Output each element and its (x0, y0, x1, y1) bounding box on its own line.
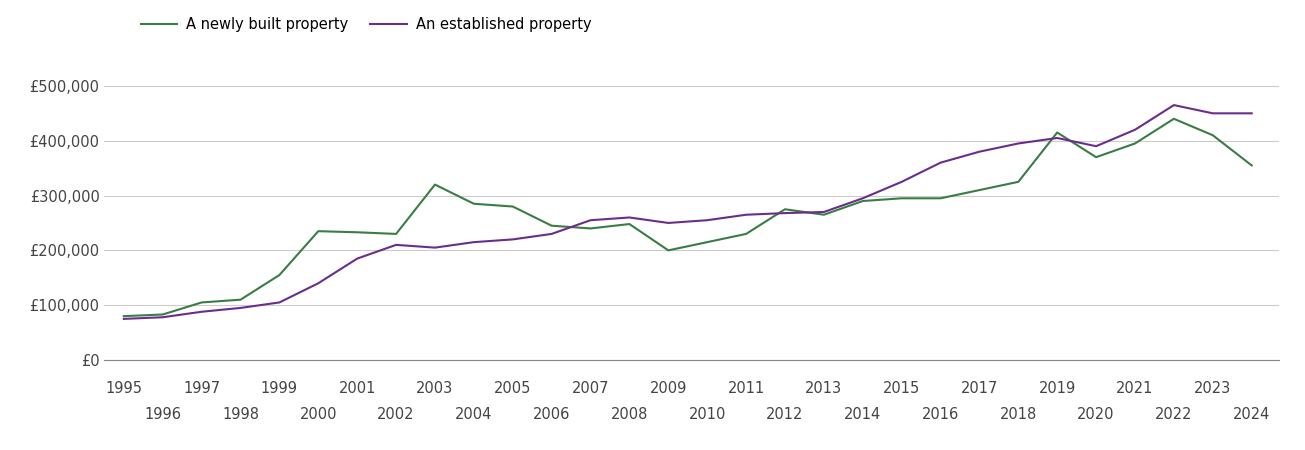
Legend: A newly built property, An established property: A newly built property, An established p… (136, 12, 596, 38)
A newly built property (660, 248, 676, 253)
A newly built property (1010, 179, 1026, 184)
Text: 2022: 2022 (1155, 407, 1193, 422)
A newly built property (350, 230, 365, 235)
Text: 2013: 2013 (805, 381, 843, 396)
Text: 2012: 2012 (766, 407, 804, 422)
A newly built property (1205, 133, 1220, 138)
Text: 2007: 2007 (572, 381, 609, 396)
An established property (816, 209, 831, 215)
Text: 2015: 2015 (883, 381, 920, 396)
A newly built property (621, 221, 637, 227)
A newly built property (1244, 163, 1259, 168)
A newly built property (894, 196, 910, 201)
An established property (1128, 127, 1143, 132)
An established property (544, 231, 560, 237)
An established property (621, 215, 637, 220)
Text: 2021: 2021 (1116, 381, 1154, 396)
An established property (739, 212, 754, 217)
An established property (699, 217, 715, 223)
Text: 2006: 2006 (532, 407, 570, 422)
A newly built property (544, 223, 560, 229)
A newly built property (389, 231, 405, 237)
Text: 2004: 2004 (455, 407, 492, 422)
Text: 2018: 2018 (1000, 407, 1037, 422)
An established property (1049, 135, 1065, 141)
A newly built property (1088, 154, 1104, 160)
An established property (311, 280, 326, 286)
An established property (855, 196, 870, 201)
An established property (116, 316, 132, 322)
Text: 2002: 2002 (377, 407, 415, 422)
A newly built property (1049, 130, 1065, 135)
Text: 2009: 2009 (650, 381, 686, 396)
A newly built property (739, 231, 754, 237)
A newly built property (271, 272, 287, 278)
Text: 2010: 2010 (689, 407, 726, 422)
A newly built property (933, 196, 949, 201)
An established property (972, 149, 988, 154)
A newly built property (116, 314, 132, 319)
Text: 2005: 2005 (495, 381, 531, 396)
An established property (894, 179, 910, 184)
A newly built property (505, 204, 521, 209)
Text: 2003: 2003 (416, 381, 454, 396)
A newly built property (155, 312, 171, 317)
An established property (194, 309, 210, 315)
A newly built property (583, 226, 599, 231)
A newly built property (972, 187, 988, 193)
An established property (350, 256, 365, 261)
An established property (660, 220, 676, 225)
An established property (1010, 141, 1026, 146)
Text: 1997: 1997 (183, 381, 221, 396)
Text: 1999: 1999 (261, 381, 298, 396)
A newly built property (427, 182, 442, 187)
An established property (933, 160, 949, 165)
Line: An established property: An established property (124, 105, 1251, 319)
An established property (466, 239, 482, 245)
A newly built property (311, 229, 326, 234)
Text: 2008: 2008 (611, 407, 649, 422)
Line: A newly built property: A newly built property (124, 119, 1251, 316)
Text: 2019: 2019 (1039, 381, 1075, 396)
A newly built property (1167, 116, 1182, 122)
A newly built property (855, 198, 870, 204)
A newly built property (699, 239, 715, 245)
Text: 2000: 2000 (300, 407, 337, 422)
Text: 2024: 2024 (1233, 407, 1270, 422)
Text: 2017: 2017 (960, 381, 998, 396)
Text: 2014: 2014 (844, 407, 881, 422)
Text: 2020: 2020 (1078, 407, 1114, 422)
Text: 2011: 2011 (727, 381, 765, 396)
An established property (155, 315, 171, 320)
An established property (232, 305, 248, 310)
An established property (583, 217, 599, 223)
Text: 1996: 1996 (145, 407, 181, 422)
A newly built property (232, 297, 248, 302)
Text: 2016: 2016 (921, 407, 959, 422)
A newly built property (778, 207, 793, 212)
An established property (389, 242, 405, 248)
A newly built property (1128, 141, 1143, 146)
An established property (1205, 111, 1220, 116)
Text: 1998: 1998 (222, 407, 258, 422)
Text: 2023: 2023 (1194, 381, 1232, 396)
Text: 2001: 2001 (338, 381, 376, 396)
An established property (505, 237, 521, 242)
An established property (427, 245, 442, 250)
An established property (778, 211, 793, 216)
A newly built property (194, 300, 210, 305)
An established property (1244, 111, 1259, 116)
An established property (271, 300, 287, 305)
An established property (1088, 144, 1104, 149)
A newly built property (466, 201, 482, 207)
An established property (1167, 103, 1182, 108)
A newly built property (816, 212, 831, 217)
Text: 1995: 1995 (106, 381, 142, 396)
